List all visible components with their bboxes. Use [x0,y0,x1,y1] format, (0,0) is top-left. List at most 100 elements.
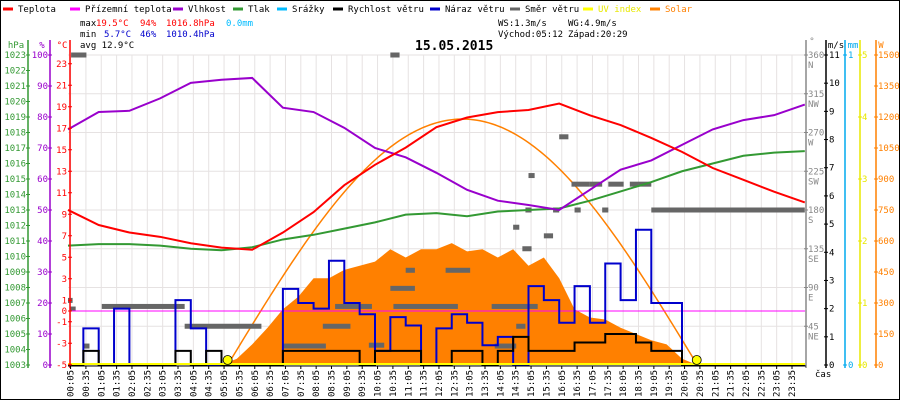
min-pressure: 1010.4hPa [166,30,215,40]
legend-label-7: Směr větru [525,5,579,15]
x-tick-label: 23:35 [788,370,798,397]
direction-tick-label: 180 [808,206,824,216]
axes: hPa% °C ° m/s mm W102310221021102010191018101… [4,37,899,397]
humidity-tick-label: 30 [37,268,48,278]
direction-compass-label: NW [808,100,819,110]
x-tick-label: 23:05 [773,370,783,397]
wind-direction-mark [390,52,400,58]
temperature-unit: °C [57,41,68,51]
direction-tick-label: 360 [808,51,824,61]
temperature-tick-label: 7 [62,232,67,242]
direction-compass-label: S [808,216,813,226]
legend-label-1: Přízemní teplota [85,5,172,15]
pressure-tick-label: 1018 [4,129,26,139]
humidity-tick-label: 70 [37,144,48,154]
x-tick-label: 04:05 [189,370,199,397]
x-tick-label: 17:05 [588,370,598,397]
temperature-tick-label: -5 [56,361,67,371]
pressure-tick-label: 1021 [4,82,26,92]
direction-tick-label: 315 [808,90,824,100]
x-tick-label: 05:05 [220,370,230,397]
humidity-tick-label: 0 [43,361,48,371]
direction-tick-label: 45 [808,322,819,332]
sunset: Západ:20:29 [568,30,628,40]
legend-label-0: Teplota [18,5,56,15]
x-tick-label: 00:05 [67,370,77,397]
direction-compass-label: N [808,61,813,71]
temperature-tick-label: 11 [56,189,67,199]
x-tick-label: 01:05 [97,370,107,397]
wind-tick-label: 6 [829,192,834,202]
pressure-tick-label: 1014 [4,191,26,201]
min-humidity: 46% [140,30,157,40]
wind-direction-mark [445,267,471,273]
solar-tick-label: 600 [878,237,894,247]
wind-gust-max: WG:4.9m/s [568,19,617,29]
series [67,52,806,366]
temperature-tick-label: 19 [56,103,67,113]
wind-tick-label: 10 [829,79,840,89]
wind-direction-mark [69,306,76,312]
x-tick-label: 07:05 [281,370,291,397]
wind-direction-mark [608,181,624,187]
legend-label-8: UV index [598,5,642,15]
uv-tick-label: 1 [862,299,867,309]
x-tick-label: 09:35 [358,370,368,397]
wind-direction-mark [543,233,554,239]
x-tick-label: 02:05 [128,370,138,397]
wind-direction-mark [589,181,603,187]
legend-label-2: Vlhkost [188,5,226,15]
x-tick-label: 14:05 [496,370,506,397]
temperature-tick-label: 5 [62,253,67,263]
x-tick-label: 06:35 [266,370,276,397]
x-tick-label: 04:35 [205,370,215,397]
max-pressure: 1016.8hPa [166,19,215,29]
temperature-tick-label: 15 [56,146,67,156]
wind-tick-label: 3 [829,276,834,286]
x-tick-label: 10:05 [374,370,384,397]
chart-title: 15.05.2015 [415,39,493,54]
max-humidity: 94% [140,19,157,29]
temperature-tick-label: 23 [56,60,67,70]
humidity-tick-label: 10 [37,330,48,340]
direction-tick-label: 90 [808,284,819,294]
x-tick-label: 18:35 [635,370,645,397]
humidity-tick-label: 100 [32,51,48,61]
wind-tick-label: 5 [829,220,834,230]
humidity-tick-label: 60 [37,175,48,185]
max-label: max [80,19,97,29]
x-tick-label: 05:35 [235,370,245,397]
legend-label-3: Tlak [248,5,270,15]
x-tick-label: 10:35 [389,370,399,397]
pressure-tick-label: 1013 [4,206,26,216]
wind-direction-mark [574,207,581,213]
wind-direction-mark [390,285,415,291]
x-tick-label: 15:35 [542,370,552,397]
wind-unit: m/s [828,41,844,51]
direction-compass-label: W [808,139,814,149]
x-tick-label: 09:05 [343,370,353,397]
wind-direction-mark [368,342,385,348]
pressure-tick-label: 1020 [4,98,26,108]
x-tick-label: 21:05 [711,370,721,397]
x-tick-label: 12:35 [450,370,460,397]
pressure-tick-label: 1004 [4,346,26,356]
humidity-tick-label: 40 [37,237,48,247]
wind-tick-label: 2 [829,305,834,315]
rain-total: 0.0mm [226,19,253,29]
wind-direction-mark [184,323,262,329]
solar-tick-label: 900 [878,175,894,185]
min-temp: 5.7°C [104,30,131,40]
wind-direction-mark [513,224,520,230]
x-tick-label: 01:35 [113,370,123,397]
x-tick-label: 02:35 [143,370,153,397]
wind-tick-label: 1 [829,333,834,343]
pressure-tick-label: 1008 [4,284,26,294]
x-tick-label: 03:35 [174,370,184,397]
x-tick-label: 22:05 [742,370,752,397]
temperature-tick-label: 17 [56,124,67,134]
x-tick-label: 19:05 [650,370,660,397]
pressure-tick-label: 1019 [4,113,26,123]
wind-tick-label: 8 [829,136,834,146]
